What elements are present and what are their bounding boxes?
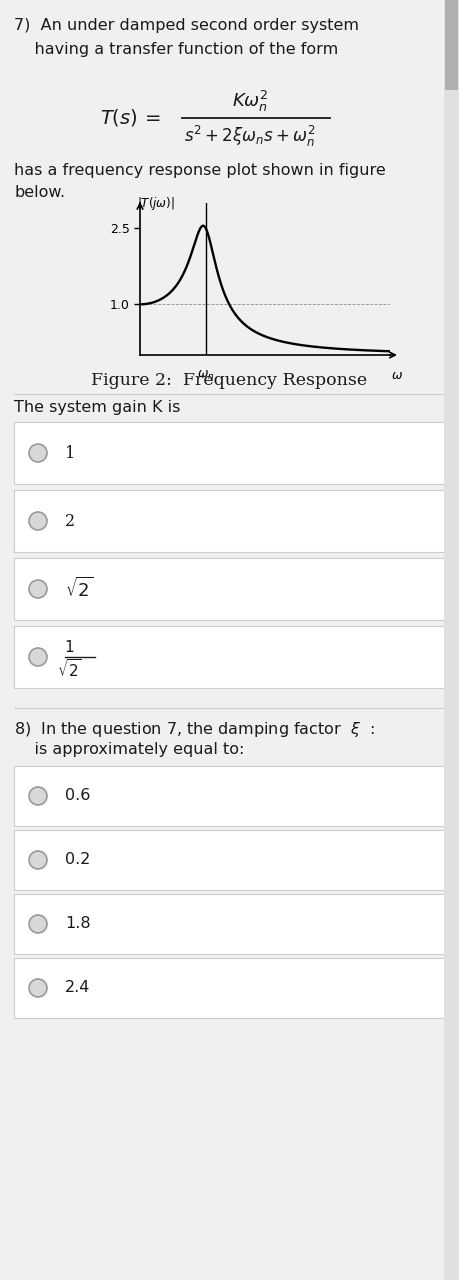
Text: below.: below. [14, 186, 65, 200]
Text: $\sqrt{2}$: $\sqrt{2}$ [56, 658, 81, 680]
Text: $\omega_n$: $\omega_n$ [197, 369, 214, 383]
Text: $|T(j\omega)|$: $|T(j\omega)|$ [137, 195, 174, 212]
Bar [14, 893, 445, 954]
Text: 1: 1 [65, 444, 75, 462]
Text: 0.2: 0.2 [65, 852, 90, 868]
Circle shape [29, 444, 47, 462]
Bar [445, 0, 458, 90]
Text: $K\omega_n^2$: $K\omega_n^2$ [232, 88, 268, 114]
Circle shape [29, 580, 47, 598]
Text: $T(s)\,=$: $T(s)\,=$ [100, 108, 161, 128]
Bar [14, 558, 445, 620]
Text: $\sqrt{2}$: $\sqrt{2}$ [65, 577, 93, 602]
Text: $s^2 + 2\xi\omega_n s + \omega_n^2$: $s^2 + 2\xi\omega_n s + \omega_n^2$ [184, 123, 316, 148]
Text: 0.6: 0.6 [65, 788, 90, 804]
Circle shape [29, 915, 47, 933]
Circle shape [29, 787, 47, 805]
Bar [14, 490, 445, 552]
Circle shape [29, 851, 47, 869]
Text: 8)  In the question 7, the damping factor  $\xi$  :: 8) In the question 7, the damping factor… [14, 719, 375, 739]
Text: $\omega$: $\omega$ [391, 369, 403, 383]
Text: 2.4: 2.4 [65, 980, 90, 996]
Text: is approximately equal to:: is approximately equal to: [14, 742, 244, 756]
Text: 1.8: 1.8 [65, 916, 90, 932]
Text: 2: 2 [65, 512, 75, 530]
Text: $1$: $1$ [64, 639, 74, 655]
Bar [444, 0, 459, 1280]
Bar [14, 829, 445, 890]
Circle shape [29, 512, 47, 530]
Bar [14, 626, 445, 689]
Bar [14, 765, 445, 826]
Text: Figure 2:  Frequency Response: Figure 2: Frequency Response [91, 372, 367, 389]
Circle shape [29, 648, 47, 666]
Bar [14, 957, 445, 1018]
Text: has a frequency response plot shown in figure: has a frequency response plot shown in f… [14, 163, 386, 178]
Text: 7)  An under damped second order system: 7) An under damped second order system [14, 18, 359, 33]
Text: The system gain K is: The system gain K is [14, 399, 180, 415]
Circle shape [29, 979, 47, 997]
Text: having a transfer function of the form: having a transfer function of the form [14, 42, 338, 58]
Bar [14, 422, 445, 484]
